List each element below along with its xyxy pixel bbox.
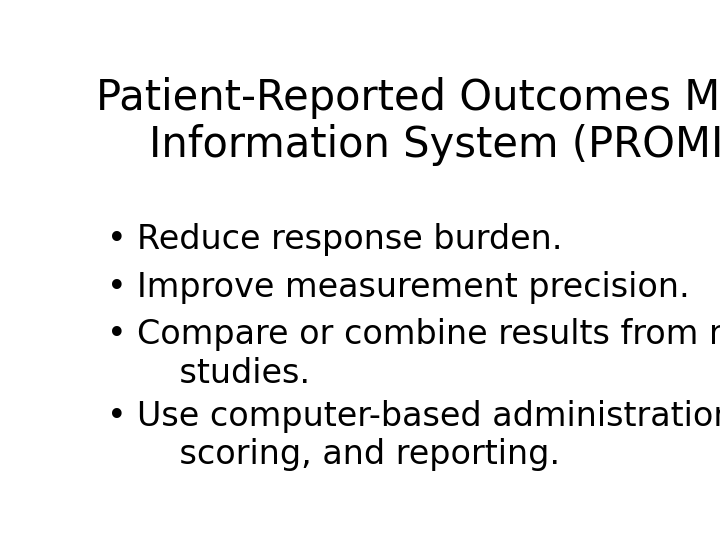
Text: Use computer-based administration,
    scoring, and reporting.: Use computer-based administration, scori… <box>138 400 720 471</box>
Text: Improve measurement precision.: Improve measurement precision. <box>138 271 690 303</box>
Text: Compare or combine results from multiple
    studies.: Compare or combine results from multiple… <box>138 319 720 390</box>
Text: •: • <box>107 319 127 352</box>
Text: Reduce response burden.: Reduce response burden. <box>138 223 563 256</box>
Text: •: • <box>107 400 127 433</box>
Text: Patient-Reported Outcomes Measurement
    Information System (PROMIS®): Patient-Reported Outcomes Measurement In… <box>96 77 720 166</box>
Text: •: • <box>107 223 127 256</box>
Text: •: • <box>107 271 127 303</box>
